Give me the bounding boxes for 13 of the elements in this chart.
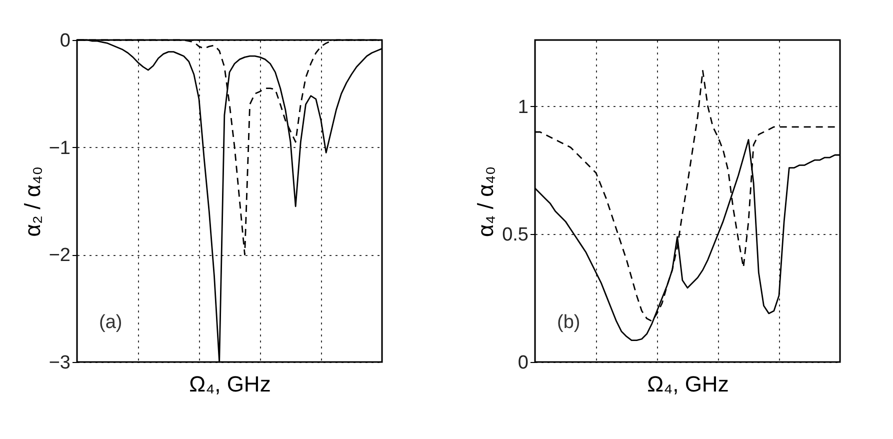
y-tick-label: −1 [48,138,70,159]
y-axis-title: α₄ / α₄₀ [473,166,498,237]
annotation: (b) [557,312,580,333]
y-tick-label: 0 [60,30,70,52]
y-tick-label: −2 [48,245,70,266]
y-tick-label: 0 [518,352,528,374]
annotation: (a) [99,312,122,333]
y-tick-label: 1 [518,96,528,118]
y-axis-title: α₂ / α₄₀ [20,166,45,237]
y-tick-label: −3 [48,352,70,374]
x-axis-title: Ω₄, GHz [647,372,729,396]
x-axis-title: Ω₄, GHz [189,372,271,396]
y-tick-label: 0.5 [502,224,528,246]
